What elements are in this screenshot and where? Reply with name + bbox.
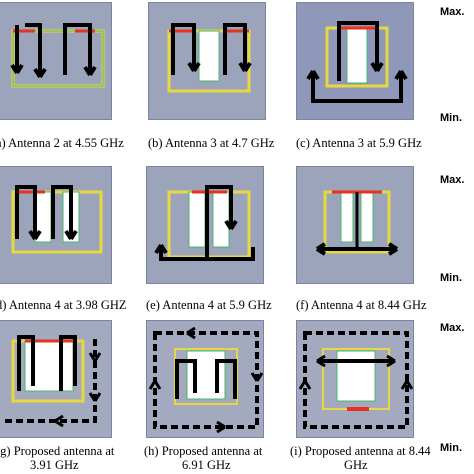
panel-c	[296, 2, 414, 120]
current-distribution-f	[297, 167, 413, 283]
caption-i-line2: GHz	[344, 458, 368, 472]
current-distribution-h	[147, 321, 263, 437]
current-distribution-a	[0, 3, 111, 119]
panel-g	[0, 320, 112, 438]
scale-min-label-2: Min.	[440, 272, 462, 284]
caption-c: (c) Antenna 3 at 5.9 GHz	[296, 136, 422, 150]
scale-min-label-3: Min.	[440, 442, 462, 454]
caption-d: d) Antenna 4 at 3.98 GHZ	[0, 298, 127, 312]
scale-min-label-1: Min.	[440, 112, 462, 124]
scale-max-label-1: Max.	[440, 6, 465, 18]
caption-a: a) Antenna 2 at 4.55 GHz	[0, 136, 124, 150]
caption-e: (e) Antenna 4 at 5.9 GHz	[146, 298, 272, 312]
panel-b	[148, 2, 266, 120]
panel-f	[296, 166, 414, 284]
scale-max-label-2: Max.	[440, 174, 465, 186]
current-distribution-c	[297, 3, 413, 119]
current-distribution-b	[149, 3, 265, 119]
caption-f: (f) Antenna 4 at 8.44 GHz	[296, 298, 427, 312]
panel-h	[146, 320, 264, 438]
panel-d	[0, 166, 112, 284]
caption-h-line1: (h) Proposed antenna at	[144, 444, 263, 458]
caption-i-line1: (i) Proposed antenna at 8.44	[290, 444, 431, 458]
current-distribution-i	[297, 321, 413, 437]
current-distribution-e	[147, 167, 263, 283]
current-distribution-d	[0, 167, 111, 283]
caption-g-line1: (g) Proposed antenna at	[0, 444, 115, 458]
caption-b: (b) Antenna 3 at 4.7 GHz	[148, 136, 275, 150]
caption-g-line2: 3.91 GHz	[30, 458, 79, 472]
panel-i	[296, 320, 414, 438]
caption-h-line2: 6.91 GHz	[182, 458, 231, 472]
current-distribution-g	[0, 321, 111, 437]
panel-a	[0, 2, 112, 120]
panel-e	[146, 166, 264, 284]
scale-max-label-3: Max.	[440, 322, 465, 334]
